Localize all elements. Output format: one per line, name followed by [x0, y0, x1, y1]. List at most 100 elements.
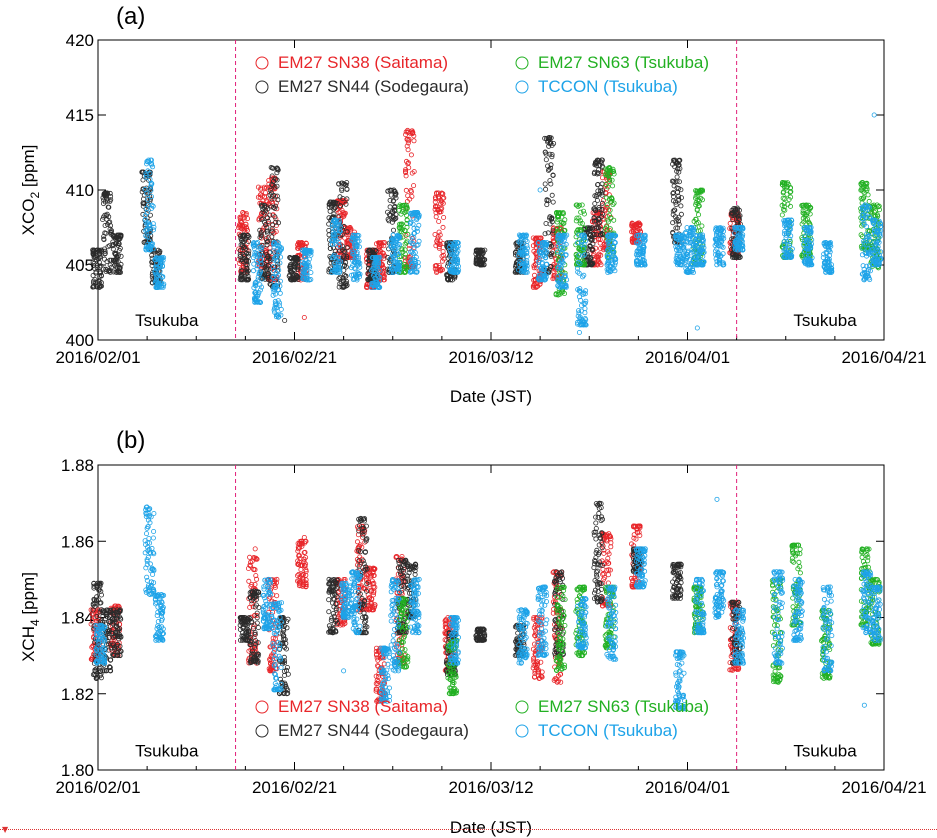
- data-point: [115, 259, 121, 265]
- data-point: [341, 255, 347, 261]
- data-point: [102, 246, 108, 252]
- x-tick-label: 2016/04/01: [645, 348, 730, 367]
- data-point: [116, 269, 122, 275]
- data-point: [243, 257, 249, 263]
- data-point: [342, 249, 348, 255]
- x-tick-label: 2016/04/21: [841, 348, 926, 367]
- data-point: [278, 306, 284, 312]
- panel-a-x-axis: 2016/02/01 2016/02/21 2016/03/12 2016/04/01…: [55, 40, 927, 367]
- data-point: [604, 202, 610, 208]
- data-point: [337, 248, 343, 254]
- data-point: [385, 216, 391, 222]
- data-point: [403, 173, 409, 179]
- data-point: [591, 217, 597, 223]
- x-tick-label: 2016/03/12: [448, 348, 533, 367]
- data-point: [267, 187, 273, 193]
- data-point: [385, 209, 391, 215]
- data-point: [433, 214, 439, 220]
- data-point: [264, 239, 270, 245]
- data-point: [267, 255, 273, 261]
- data-point: [292, 264, 298, 270]
- data-point: [254, 266, 260, 272]
- data-point: [110, 246, 116, 252]
- data-point: [269, 234, 275, 240]
- data-point: [411, 183, 417, 189]
- data-point: [139, 189, 145, 195]
- data-point: [339, 186, 345, 192]
- data-point: [262, 190, 268, 196]
- data-point: [97, 250, 103, 256]
- data-point: [274, 166, 280, 172]
- data-point: [408, 152, 414, 158]
- data-point: [261, 212, 267, 218]
- data-point: [347, 226, 353, 232]
- data-point: [365, 248, 371, 254]
- data-point: [595, 257, 601, 263]
- data-point: [116, 241, 122, 247]
- data-point: [432, 206, 438, 212]
- data-point: [610, 183, 616, 189]
- data-point: [866, 198, 872, 204]
- data-point: [345, 226, 351, 232]
- data-point: [536, 256, 542, 262]
- data-point: [370, 247, 376, 253]
- data-point: [390, 209, 396, 215]
- data-point: [479, 259, 485, 265]
- data-point: [100, 214, 106, 220]
- data-point: [260, 216, 266, 222]
- data-point: [102, 222, 108, 228]
- data-point: [257, 194, 263, 200]
- data-point: [550, 172, 556, 178]
- y-tick-label: 405: [66, 256, 94, 275]
- data-point: [239, 276, 245, 282]
- data-point: [343, 273, 349, 279]
- data-point: [449, 277, 455, 283]
- data-point: [113, 240, 119, 246]
- data-point: [295, 245, 301, 251]
- data-point: [98, 272, 104, 278]
- data-point: [264, 242, 270, 248]
- data-point: [105, 221, 111, 227]
- x-tick-label: 2016/02/01: [55, 348, 140, 367]
- data-point: [110, 239, 116, 245]
- data-point: [436, 245, 442, 251]
- data-point: [339, 243, 345, 249]
- data-point: [727, 225, 733, 231]
- data-point: [344, 186, 350, 192]
- data-point: [244, 216, 250, 222]
- data-point: [389, 219, 395, 225]
- data-point: [240, 239, 246, 245]
- data-point: [629, 222, 635, 228]
- data-point: [531, 277, 537, 283]
- data-point: [436, 218, 442, 224]
- data-point: [114, 269, 120, 275]
- data-point: [288, 269, 294, 275]
- data-point: [341, 211, 347, 217]
- data-point: [779, 212, 785, 218]
- data-point: [271, 230, 277, 236]
- data-point: [269, 182, 275, 188]
- data-point: [267, 212, 273, 218]
- data-point: [105, 190, 111, 196]
- data-point: [473, 261, 479, 267]
- data-point: [337, 274, 343, 280]
- panel-a-points: [90, 112, 884, 335]
- data-point: [293, 255, 299, 261]
- data-point: [257, 192, 263, 198]
- data-point: [244, 225, 250, 231]
- data-point: [107, 226, 113, 232]
- y-tick-label: 400: [66, 331, 94, 350]
- data-point: [339, 246, 345, 252]
- data-point: [343, 264, 349, 270]
- data-point: [262, 264, 268, 270]
- y-tick-label: 410: [66, 181, 94, 200]
- data-point: [534, 250, 540, 256]
- data-point: [440, 252, 446, 258]
- data-point: [594, 197, 600, 203]
- data-point: [393, 191, 399, 197]
- data-point: [339, 180, 345, 186]
- data-point: [406, 165, 412, 171]
- data-point: [437, 232, 443, 238]
- data-point: [245, 273, 251, 279]
